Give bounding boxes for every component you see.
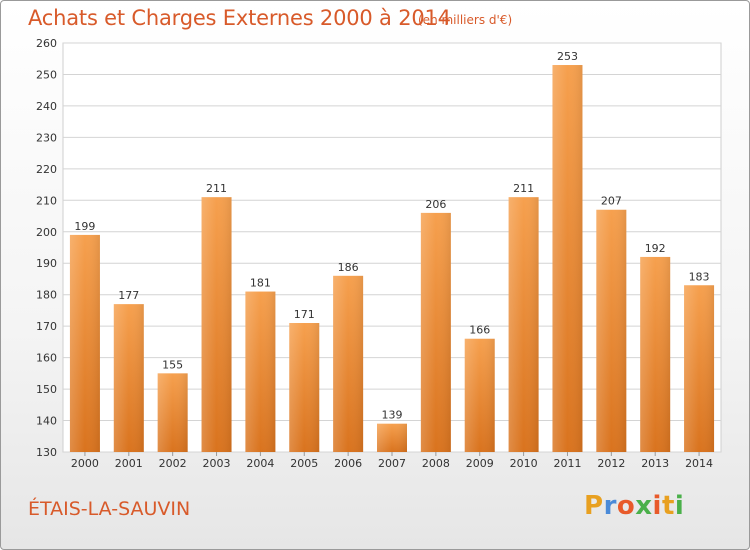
x-tick-label: 2006 xyxy=(334,457,362,470)
x-tick-label: 2009 xyxy=(466,457,494,470)
bar-shade-2005 xyxy=(289,323,320,452)
bar-shade-2004 xyxy=(245,291,276,452)
y-tick-label: 230 xyxy=(36,131,57,144)
y-tick-label: 190 xyxy=(36,257,57,270)
x-tick-label: 2011 xyxy=(553,457,581,470)
data-label: 186 xyxy=(338,261,359,274)
data-label: 155 xyxy=(162,358,183,371)
data-labels: 199 177 155 211 181 171 186 139 206 166 211 253 207 1… xyxy=(74,50,709,422)
x-tick-label: 2008 xyxy=(422,457,450,470)
logo-letter: x xyxy=(635,491,653,521)
x-tick-label: 2012 xyxy=(597,457,625,470)
y-tick-label: 140 xyxy=(36,415,57,428)
chart-subtitle: (en milliers d'€) xyxy=(418,13,513,27)
x-axis: 2000 2001 2002 2003 2004 2005 2006 2007 2008 2009… xyxy=(71,452,713,470)
bar-shade-2003 xyxy=(201,197,232,452)
data-label: 211 xyxy=(513,182,534,195)
bar-shade-2013 xyxy=(640,256,671,452)
bar-shade-2009 xyxy=(464,338,495,452)
x-tick-label: 2004 xyxy=(246,457,274,470)
x-tick-label: 2013 xyxy=(641,457,669,470)
y-tick-label: 180 xyxy=(36,289,57,302)
y-tick-label: 220 xyxy=(36,163,57,176)
commune-name: ÉTAIS-LA-SAUVIN xyxy=(28,498,191,520)
chart-title: Achats et Charges Externes 2000 à 2014 xyxy=(28,6,451,30)
y-axis: 130 140 150 160 170 180 190 200 210 220 230 240 250 2… xyxy=(36,37,57,459)
y-tick-label: 130 xyxy=(36,446,57,459)
bar-shade-2014 xyxy=(684,285,715,452)
y-tick-label: 150 xyxy=(36,383,57,396)
data-label: 183 xyxy=(689,270,710,283)
x-tick-label: 2001 xyxy=(115,457,143,470)
x-tick-label: 2003 xyxy=(203,457,231,470)
x-tick-label: 2007 xyxy=(378,457,406,470)
y-tick-label: 200 xyxy=(36,226,57,239)
data-label: 192 xyxy=(645,242,666,255)
bar-shade-2002 xyxy=(157,373,188,452)
data-label: 207 xyxy=(601,195,622,208)
y-tick-label: 170 xyxy=(36,320,57,333)
bar-shade-2010 xyxy=(508,197,539,452)
proxiti-logo: Proxiti xyxy=(584,491,684,523)
data-label: 181 xyxy=(250,277,271,290)
logo-letter: i xyxy=(674,491,685,521)
y-tick-label: 160 xyxy=(36,352,57,365)
logo-letter: t xyxy=(661,491,675,521)
bar-shade-2008 xyxy=(420,212,451,452)
data-label: 177 xyxy=(118,289,139,302)
logo-letter: P xyxy=(584,491,604,521)
y-tick-label: 260 xyxy=(36,37,57,50)
bars xyxy=(69,65,715,453)
data-label: 211 xyxy=(206,182,227,195)
x-tick-label: 2000 xyxy=(71,457,99,470)
data-label: 253 xyxy=(557,50,578,63)
data-label: 166 xyxy=(469,324,490,337)
y-tick-label: 240 xyxy=(36,100,57,113)
bar-shade-2000 xyxy=(69,234,100,452)
bar-shade-2001 xyxy=(113,304,144,452)
logo-letter: i xyxy=(652,491,662,521)
data-label: 199 xyxy=(74,220,95,233)
data-label: 206 xyxy=(425,198,446,211)
bar-shade-2007 xyxy=(377,423,407,452)
x-tick-label: 2014 xyxy=(685,457,713,470)
x-tick-label: 2010 xyxy=(510,457,538,470)
bar-shade-2011 xyxy=(552,65,583,453)
logo-letter: r xyxy=(603,491,617,521)
bar-shade-2006 xyxy=(333,275,364,452)
data-label: 171 xyxy=(294,308,315,321)
x-tick-label: 2005 xyxy=(290,457,318,470)
bar-shade-2012 xyxy=(596,209,627,452)
y-tick-label: 250 xyxy=(36,68,57,81)
logo-letter: o xyxy=(616,491,636,521)
data-label: 139 xyxy=(382,409,403,422)
y-tick-label: 210 xyxy=(36,194,57,207)
x-tick-label: 2002 xyxy=(159,457,187,470)
